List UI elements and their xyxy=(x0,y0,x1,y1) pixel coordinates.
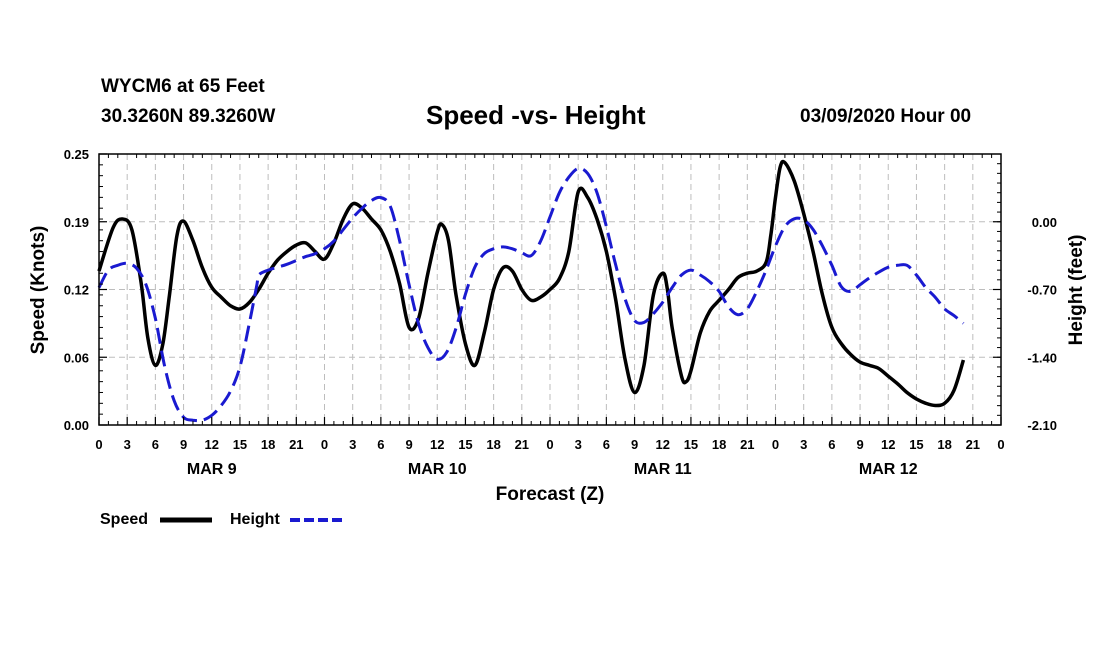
y-left-tick-label: 0.19 xyxy=(64,215,89,230)
y-left-tick-label: 0.12 xyxy=(64,283,89,298)
x-tick-label: 21 xyxy=(740,437,754,452)
x-tick-label: 0 xyxy=(772,437,779,452)
x-tick-label: 0 xyxy=(95,437,102,452)
legend: Speed Height xyxy=(100,511,342,528)
x-tick-label: 18 xyxy=(486,437,500,452)
x-tick-label: 9 xyxy=(180,437,187,452)
x-tick-label: 9 xyxy=(631,437,638,452)
x-tick-label: 21 xyxy=(966,437,980,452)
x-tick-label: 6 xyxy=(603,437,610,452)
day-label: MAR 10 xyxy=(408,461,467,478)
x-tick-label: 3 xyxy=(575,437,582,452)
x-axis-title: Forecast (Z) xyxy=(496,484,605,505)
x-tick-label: 12 xyxy=(656,437,670,452)
forecast-timestamp: 03/09/2020 Hour 00 xyxy=(800,106,972,127)
day-label: MAR 12 xyxy=(859,461,918,478)
x-tick-label: 0 xyxy=(321,437,328,452)
x-tick-label: 15 xyxy=(233,437,247,452)
station-label: WYCM6 at 65 Feet xyxy=(101,76,265,97)
y-right-tick-label: -1.40 xyxy=(1027,350,1057,365)
left-axis-title: Speed (Knots) xyxy=(28,226,49,355)
day-label: MAR 9 xyxy=(187,461,237,478)
grid-lines xyxy=(99,154,1001,425)
y-left-tick-label: 0.06 xyxy=(64,350,89,365)
x-tick-label: 15 xyxy=(909,437,923,452)
y-left-tick-label: 0.00 xyxy=(64,418,89,433)
x-tick-label: 3 xyxy=(800,437,807,452)
x-tick-label: 0 xyxy=(997,437,1004,452)
y-right-tick-label: -2.10 xyxy=(1027,418,1057,433)
y-left-tick-label: 0.25 xyxy=(64,147,89,162)
y-right-tick-label: -0.70 xyxy=(1027,283,1057,298)
x-tick-label: 3 xyxy=(349,437,356,452)
x-tick-label: 0 xyxy=(546,437,553,452)
series-layer xyxy=(97,159,966,423)
x-tick-label: 15 xyxy=(458,437,472,452)
legend-speed-label: Speed xyxy=(100,511,148,528)
x-tick-label: 18 xyxy=(712,437,726,452)
axes: 0 3 6 9 12 15 18 21 0 3 6 9 12 15 18 21 0 3 6 9 12 15 18 21 0 3 6 9… xyxy=(64,147,1057,478)
day-label: MAR 11 xyxy=(634,461,692,478)
x-tick-label: 15 xyxy=(684,437,698,452)
x-tick-label: 18 xyxy=(937,437,951,452)
series-line-height xyxy=(97,166,965,423)
x-tick-label: 12 xyxy=(205,437,219,452)
x-tick-label: 6 xyxy=(152,437,159,452)
coordinates-label: 30.3260N 89.3260W xyxy=(101,106,276,127)
series-line-speed xyxy=(97,159,966,408)
x-tick-label: 6 xyxy=(828,437,835,452)
x-tick-label: 21 xyxy=(515,437,529,452)
x-tick-label: 21 xyxy=(289,437,303,452)
x-tick-label: 12 xyxy=(430,437,444,452)
x-tick-label: 6 xyxy=(377,437,384,452)
legend-height-label: Height xyxy=(230,511,280,528)
x-tick-label: 3 xyxy=(124,437,131,452)
chart-title: Speed -vs- Height xyxy=(426,100,646,130)
right-axis-title: Height (feet) xyxy=(1066,235,1087,346)
x-tick-label: 9 xyxy=(405,437,412,452)
x-tick-label: 18 xyxy=(261,437,275,452)
x-tick-label: 9 xyxy=(856,437,863,452)
x-tick-label: 12 xyxy=(881,437,895,452)
y-right-tick-label: 0.00 xyxy=(1032,215,1057,230)
